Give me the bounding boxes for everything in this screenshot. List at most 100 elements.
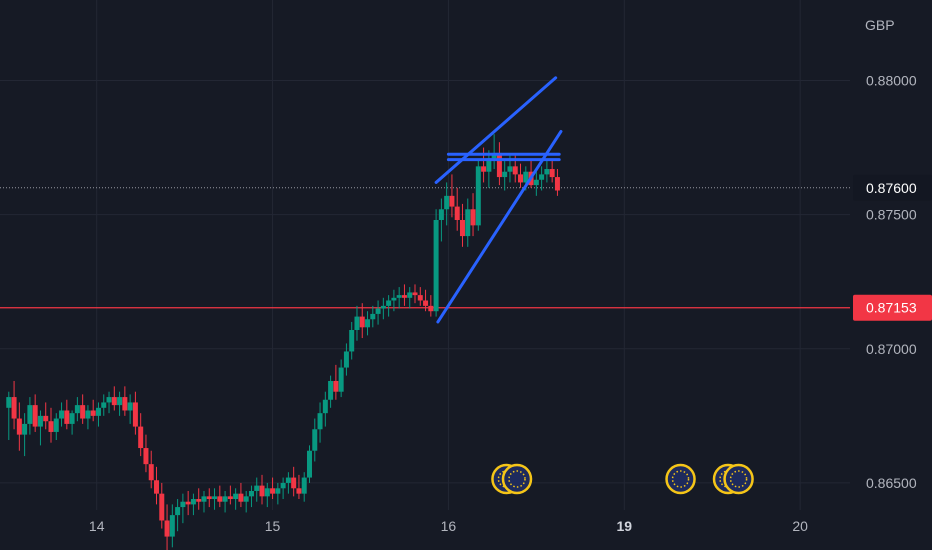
candle-body-27 bbox=[148, 464, 154, 481]
candle-body-32 bbox=[175, 507, 181, 516]
candle-body-72 bbox=[386, 300, 392, 306]
candle-body-33 bbox=[180, 501, 186, 508]
candle-body-81 bbox=[433, 220, 439, 312]
candle-body-95 bbox=[507, 166, 513, 172]
lower-trendline[interactable] bbox=[436, 129, 563, 324]
candle-body-25 bbox=[138, 426, 144, 449]
eu-flag-stars-icon-2 bbox=[671, 470, 690, 488]
candle-body-63 bbox=[338, 367, 344, 392]
candle-body-56 bbox=[301, 477, 307, 494]
x-axis[interactable]: 14 15 16 19 20 bbox=[89, 518, 808, 534]
candle-body-65 bbox=[349, 330, 355, 352]
candle-body-36 bbox=[196, 499, 202, 502]
candle-body-102 bbox=[544, 169, 550, 175]
candle-body-58 bbox=[312, 429, 318, 451]
candle-body-30 bbox=[164, 520, 170, 537]
current-price-label: 0.87600 bbox=[866, 180, 917, 196]
candle-body-35 bbox=[190, 499, 196, 505]
candle-body-19 bbox=[106, 397, 112, 403]
candle-body-88 bbox=[470, 209, 476, 226]
eu-event-marker-2[interactable] bbox=[665, 463, 696, 495]
candle-body-0 bbox=[6, 397, 12, 408]
eu-flag-stars-icon-1 bbox=[508, 470, 526, 488]
candle-body-9 bbox=[53, 418, 59, 432]
candle-body-69 bbox=[370, 313, 376, 320]
candle-body-13 bbox=[74, 405, 80, 414]
candle-body-87 bbox=[465, 209, 471, 237]
upper-trendline[interactable] bbox=[434, 76, 558, 184]
candle-body-80 bbox=[428, 305, 434, 312]
horizontal-line-layer[interactable] bbox=[0, 187, 850, 309]
candle-body-61 bbox=[328, 380, 334, 400]
candle-body-71 bbox=[380, 305, 386, 309]
candle-body-89 bbox=[475, 166, 481, 226]
candle-body-26 bbox=[143, 448, 149, 465]
candle-body-34 bbox=[185, 501, 191, 505]
candle-body-11 bbox=[64, 410, 70, 424]
grid bbox=[0, 0, 850, 510]
candle-body-68 bbox=[365, 319, 371, 328]
candle-body-54 bbox=[291, 477, 297, 489]
eu-flag-stars-icon-4 bbox=[729, 470, 748, 488]
candle-body-62 bbox=[333, 380, 339, 392]
current-price-badge-bg bbox=[853, 174, 932, 201]
candle-body-12 bbox=[69, 413, 75, 424]
candle-body-59 bbox=[317, 413, 323, 430]
candle-body-75 bbox=[401, 295, 407, 298]
candle-body-18 bbox=[101, 402, 107, 408]
horizontal-line-label: 0.87153 bbox=[866, 300, 917, 316]
candle-body-17 bbox=[95, 407, 101, 416]
candle-body-101 bbox=[539, 174, 545, 180]
event-markers-layer[interactable] bbox=[491, 463, 754, 495]
candle-body-84 bbox=[449, 195, 455, 207]
candle-body-6 bbox=[37, 415, 43, 427]
candle-body-104 bbox=[554, 177, 560, 191]
candle-body-5 bbox=[32, 405, 38, 427]
x-tick-label-1: 15 bbox=[265, 518, 281, 534]
drawings-layer[interactable] bbox=[434, 76, 563, 324]
candle-body-24 bbox=[132, 402, 138, 427]
candle-body-40 bbox=[217, 496, 223, 502]
eu-event-marker-4[interactable] bbox=[723, 463, 754, 495]
horizontal-line-badge: 0.87153 bbox=[853, 294, 932, 321]
candle-body-10 bbox=[59, 410, 65, 419]
candle-body-79 bbox=[423, 300, 429, 306]
candle-body-49 bbox=[264, 488, 270, 497]
y-tick-label-1: 0.87500 bbox=[866, 207, 917, 223]
candle-body-28 bbox=[154, 480, 160, 494]
candles-layer bbox=[6, 134, 560, 550]
candle-body-4 bbox=[27, 405, 33, 424]
candle-body-90 bbox=[481, 166, 487, 172]
candle-body-46 bbox=[248, 490, 254, 497]
candle-body-74 bbox=[396, 295, 402, 298]
candle-body-51 bbox=[275, 488, 281, 494]
candle-body-29 bbox=[159, 493, 165, 521]
x-tick-label-4: 20 bbox=[792, 518, 808, 534]
candle-body-50 bbox=[270, 488, 276, 494]
candle-body-77 bbox=[412, 292, 418, 296]
candle-body-31 bbox=[169, 515, 175, 537]
candle-body-66 bbox=[354, 316, 360, 330]
y-axis[interactable]: 0.88000 0.87500 0.87000 0.86500 bbox=[866, 72, 917, 490]
candle-body-48 bbox=[259, 485, 265, 497]
candle-body-52 bbox=[280, 482, 286, 489]
candle-body-15 bbox=[85, 410, 91, 419]
candle-body-57 bbox=[306, 450, 312, 478]
candle-body-21 bbox=[117, 397, 123, 406]
y-tick-label-0: 0.88000 bbox=[866, 72, 917, 88]
currency-label: GBP bbox=[865, 17, 895, 33]
candle-body-70 bbox=[375, 308, 381, 314]
candle-body-47 bbox=[254, 485, 260, 491]
eu-event-marker-1[interactable] bbox=[501, 463, 533, 495]
horizontal-line-badge-bg bbox=[853, 294, 932, 321]
candle-body-96 bbox=[512, 166, 518, 175]
candle-body-94 bbox=[502, 171, 508, 178]
x-tick-label-3: 19 bbox=[616, 518, 632, 534]
candle-body-42 bbox=[227, 496, 233, 500]
x-tick-label-2: 16 bbox=[441, 518, 457, 534]
candle-body-78 bbox=[417, 295, 423, 301]
candle-body-1 bbox=[11, 397, 17, 419]
candle-body-100 bbox=[533, 179, 539, 186]
